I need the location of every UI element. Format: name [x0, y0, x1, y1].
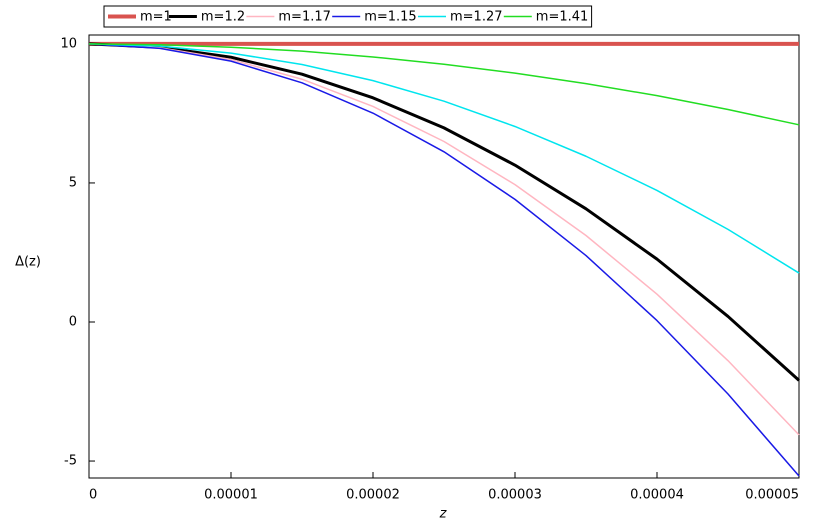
y-axis-label: Δ(z): [15, 255, 41, 270]
y-tick-label: 0: [69, 314, 77, 329]
data-line: [88, 42, 801, 382]
x-tick-label: 0.00003: [488, 488, 542, 503]
legend-label: m=1.41: [536, 10, 589, 25]
legend-label: m=1: [140, 10, 172, 25]
data-line: [88, 43, 800, 436]
x-tick-label: 0.00004: [630, 488, 684, 503]
data-line: [88, 43, 800, 126]
y-tick-label: -5: [64, 454, 77, 469]
legend-label: m=1.15: [364, 10, 417, 25]
legend-label: m=1.2: [201, 10, 245, 25]
x-tick-label: 0.00002: [346, 488, 400, 503]
x-tick-label: 0: [89, 488, 97, 503]
y-tick-label: 10: [60, 36, 77, 51]
y-tick-label: 5: [69, 175, 77, 190]
x-tick-label: 0.00001: [204, 488, 258, 503]
x-axis-label: z: [439, 507, 448, 522]
plot-frame: [88, 34, 800, 479]
legend-label: m=1.27: [450, 10, 503, 25]
x-tick-label: 0.00005: [745, 488, 799, 503]
data-line: [88, 43, 800, 274]
legend-label: m=1.17: [278, 10, 331, 25]
data-line: [88, 43, 800, 477]
